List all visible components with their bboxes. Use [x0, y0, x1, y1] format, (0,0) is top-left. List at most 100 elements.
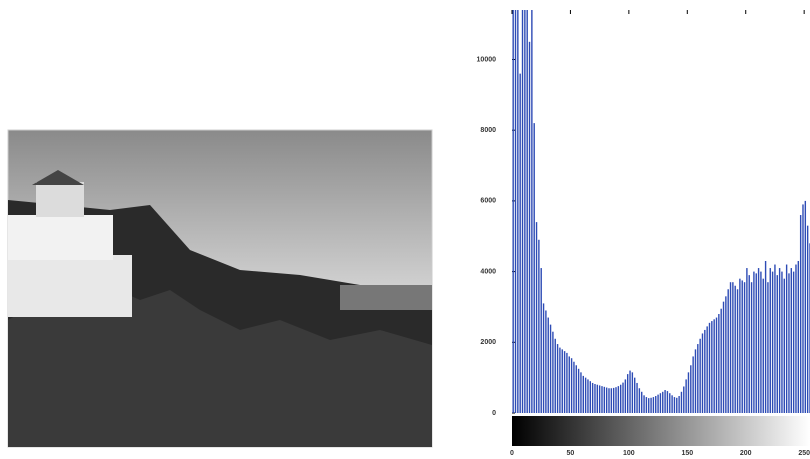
bar [531, 6, 532, 413]
bar [667, 391, 668, 413]
bar [711, 321, 712, 413]
bar [548, 318, 549, 413]
bar [681, 392, 682, 413]
bar [669, 393, 670, 413]
bar [683, 386, 684, 413]
bar [608, 388, 609, 413]
bar [737, 289, 738, 413]
bar [634, 378, 635, 413]
bar [639, 388, 640, 413]
bar [522, 0, 523, 413]
x-tick-label: 50 [567, 450, 575, 457]
bar [550, 325, 551, 413]
bar [515, 0, 516, 413]
bar [590, 381, 591, 413]
bar [664, 390, 665, 413]
bar [767, 282, 768, 413]
bar [597, 385, 598, 413]
bar [592, 383, 593, 413]
bar [615, 387, 616, 413]
bar [772, 272, 773, 413]
bar [543, 303, 544, 413]
bar [746, 268, 747, 413]
bar [627, 374, 628, 413]
photo-tower [36, 182, 84, 217]
y-tick-label: 10000 [477, 56, 497, 63]
bar [739, 279, 740, 413]
bar [587, 379, 588, 413]
bar [599, 385, 600, 413]
bar [802, 204, 803, 413]
bar [538, 240, 539, 413]
bar [641, 392, 642, 413]
bar [779, 268, 780, 413]
bar [562, 349, 563, 413]
bar [573, 362, 574, 413]
bar [688, 372, 689, 413]
bar [751, 282, 752, 413]
bar [725, 296, 726, 413]
bar [720, 309, 721, 413]
bar [620, 385, 621, 413]
bar [660, 393, 661, 413]
bar [674, 397, 675, 413]
bar [601, 386, 602, 413]
bar [676, 398, 677, 413]
bar [770, 268, 771, 413]
bar [695, 349, 696, 413]
photo-island [340, 285, 432, 310]
bar [678, 396, 679, 413]
bar [774, 265, 775, 413]
bar [585, 378, 586, 413]
bar [629, 371, 630, 413]
bar [512, 0, 513, 413]
bar [625, 379, 626, 413]
bar [805, 201, 806, 413]
bar [744, 282, 745, 413]
bar [576, 365, 577, 413]
bar [723, 302, 724, 413]
bar [702, 333, 703, 413]
bar [552, 332, 553, 413]
bar [791, 268, 792, 413]
x-tick-label: 0 [510, 450, 514, 457]
bar [732, 282, 733, 413]
bar [706, 326, 707, 413]
bar [578, 369, 579, 413]
bar [784, 279, 785, 413]
x-tick-label: 200 [740, 450, 752, 457]
bar [517, 0, 518, 413]
bar [765, 261, 766, 413]
bar [735, 286, 736, 413]
bar [730, 282, 731, 413]
bar [566, 353, 567, 413]
x-tick-label: 100 [623, 450, 635, 457]
photo [8, 130, 432, 447]
bar [800, 215, 801, 413]
bar [671, 395, 672, 413]
bar [524, 0, 525, 413]
bar [636, 383, 637, 413]
bar [807, 226, 808, 413]
gray-bar [512, 416, 810, 446]
bar [756, 273, 757, 413]
bar [646, 397, 647, 413]
bar [648, 398, 649, 413]
bar [718, 314, 719, 413]
y-tick-label: 2000 [480, 339, 496, 346]
bar [613, 388, 614, 413]
bar [632, 372, 633, 413]
bar [580, 372, 581, 413]
bar [650, 398, 651, 413]
bar [545, 310, 546, 413]
bar [534, 123, 535, 413]
bar [657, 395, 658, 413]
bar [692, 356, 693, 413]
bar [685, 379, 686, 413]
bar [555, 339, 556, 413]
bar [559, 348, 560, 413]
y-tick-label: 0 [492, 410, 496, 417]
bar [713, 319, 714, 413]
bar [690, 365, 691, 413]
photo-wall [8, 255, 132, 317]
